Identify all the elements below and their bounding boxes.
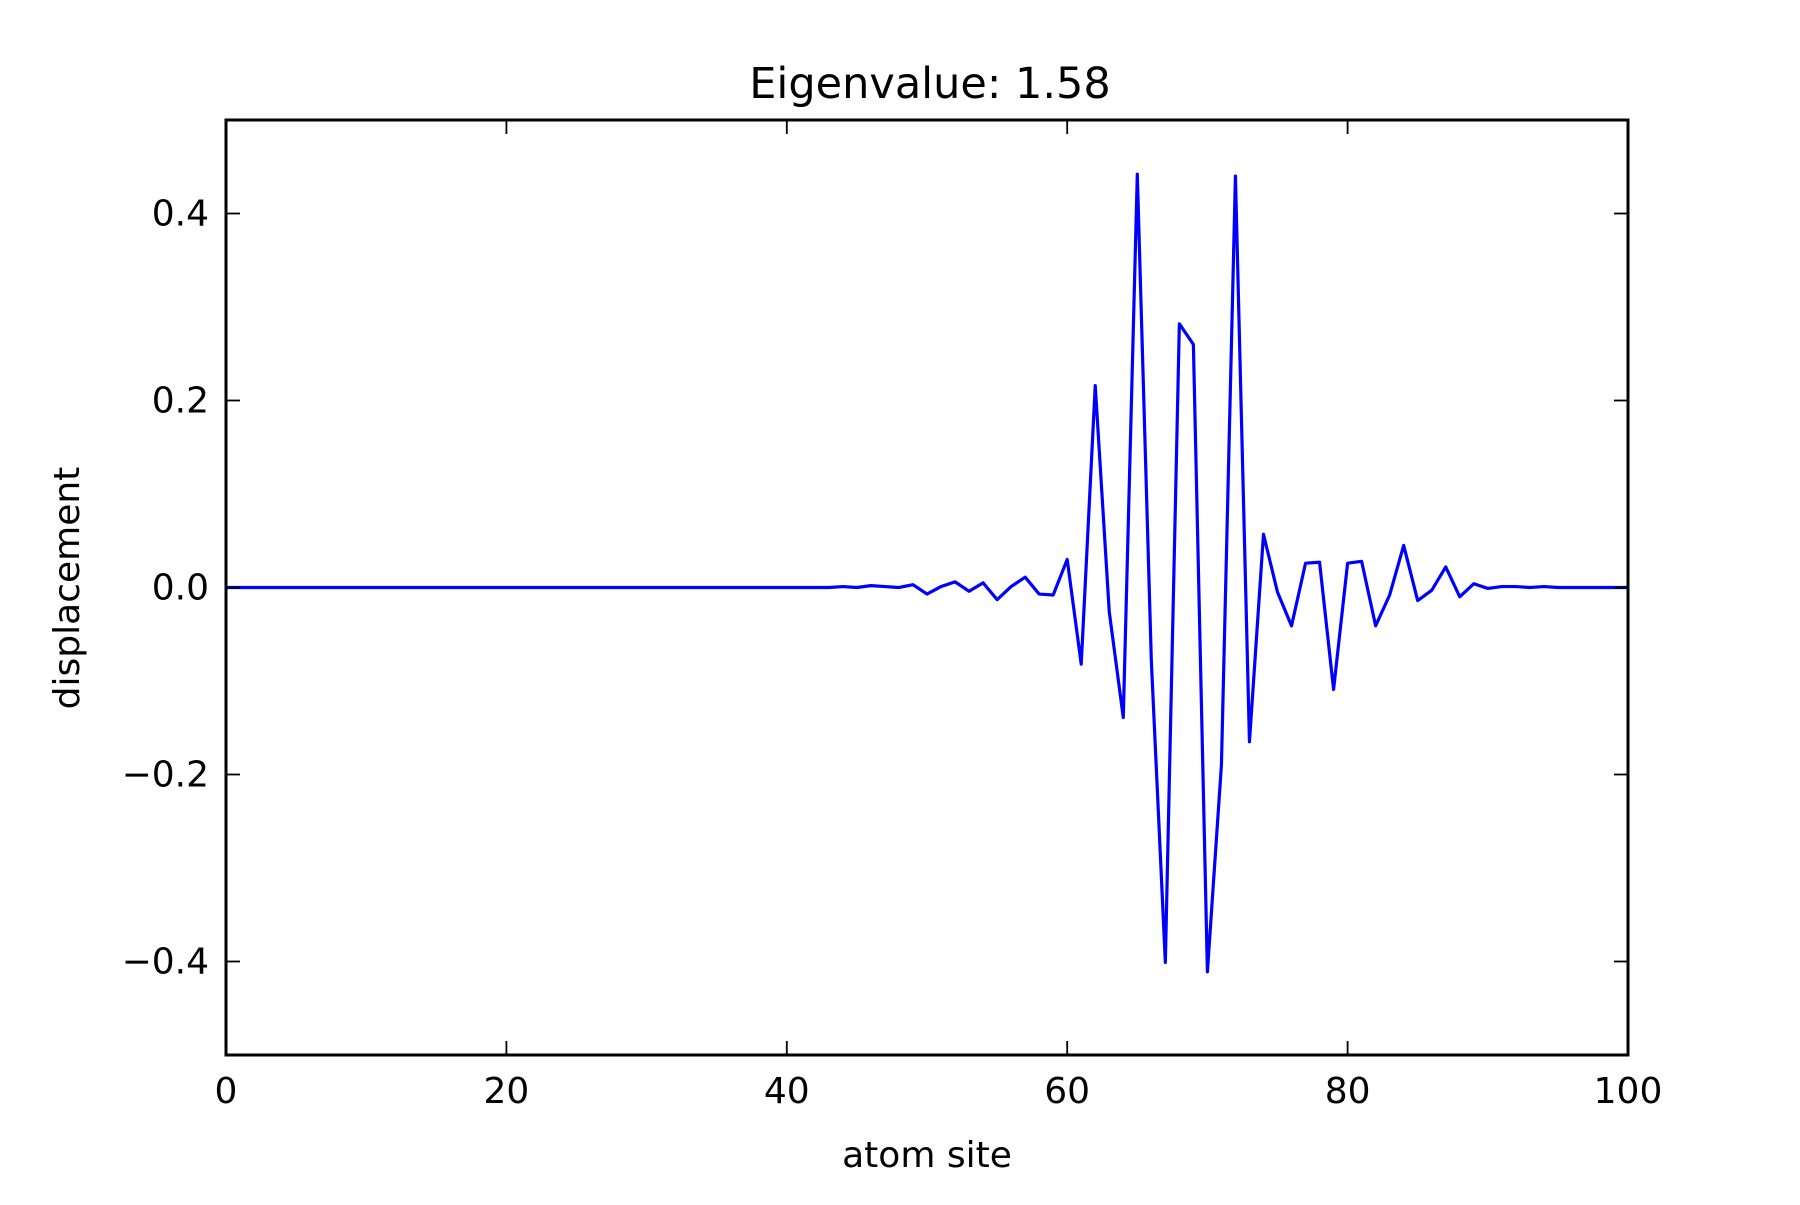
x-tick-label: 60 bbox=[1044, 1071, 1090, 1112]
x-tick-label: 0 bbox=[215, 1071, 238, 1112]
chart-title: Eigenvalue: 1.58 bbox=[749, 59, 1110, 109]
x-tick-label: 80 bbox=[1325, 1071, 1371, 1112]
x-tick-label: 20 bbox=[483, 1071, 529, 1112]
x-axis-label: atom site bbox=[842, 1135, 1012, 1176]
x-tick-label: 40 bbox=[764, 1071, 810, 1112]
y-tick-label: 0.2 bbox=[152, 381, 209, 422]
y-tick-label: −0.4 bbox=[122, 942, 209, 983]
series-line-0 bbox=[226, 172, 1628, 974]
x-tick-label: 100 bbox=[1594, 1071, 1663, 1112]
y-tick-label: 0.0 bbox=[152, 568, 209, 609]
y-tick-label: 0.4 bbox=[152, 194, 209, 235]
y-axis-label: displacement bbox=[47, 467, 88, 710]
y-tick-label: −0.2 bbox=[122, 755, 209, 796]
